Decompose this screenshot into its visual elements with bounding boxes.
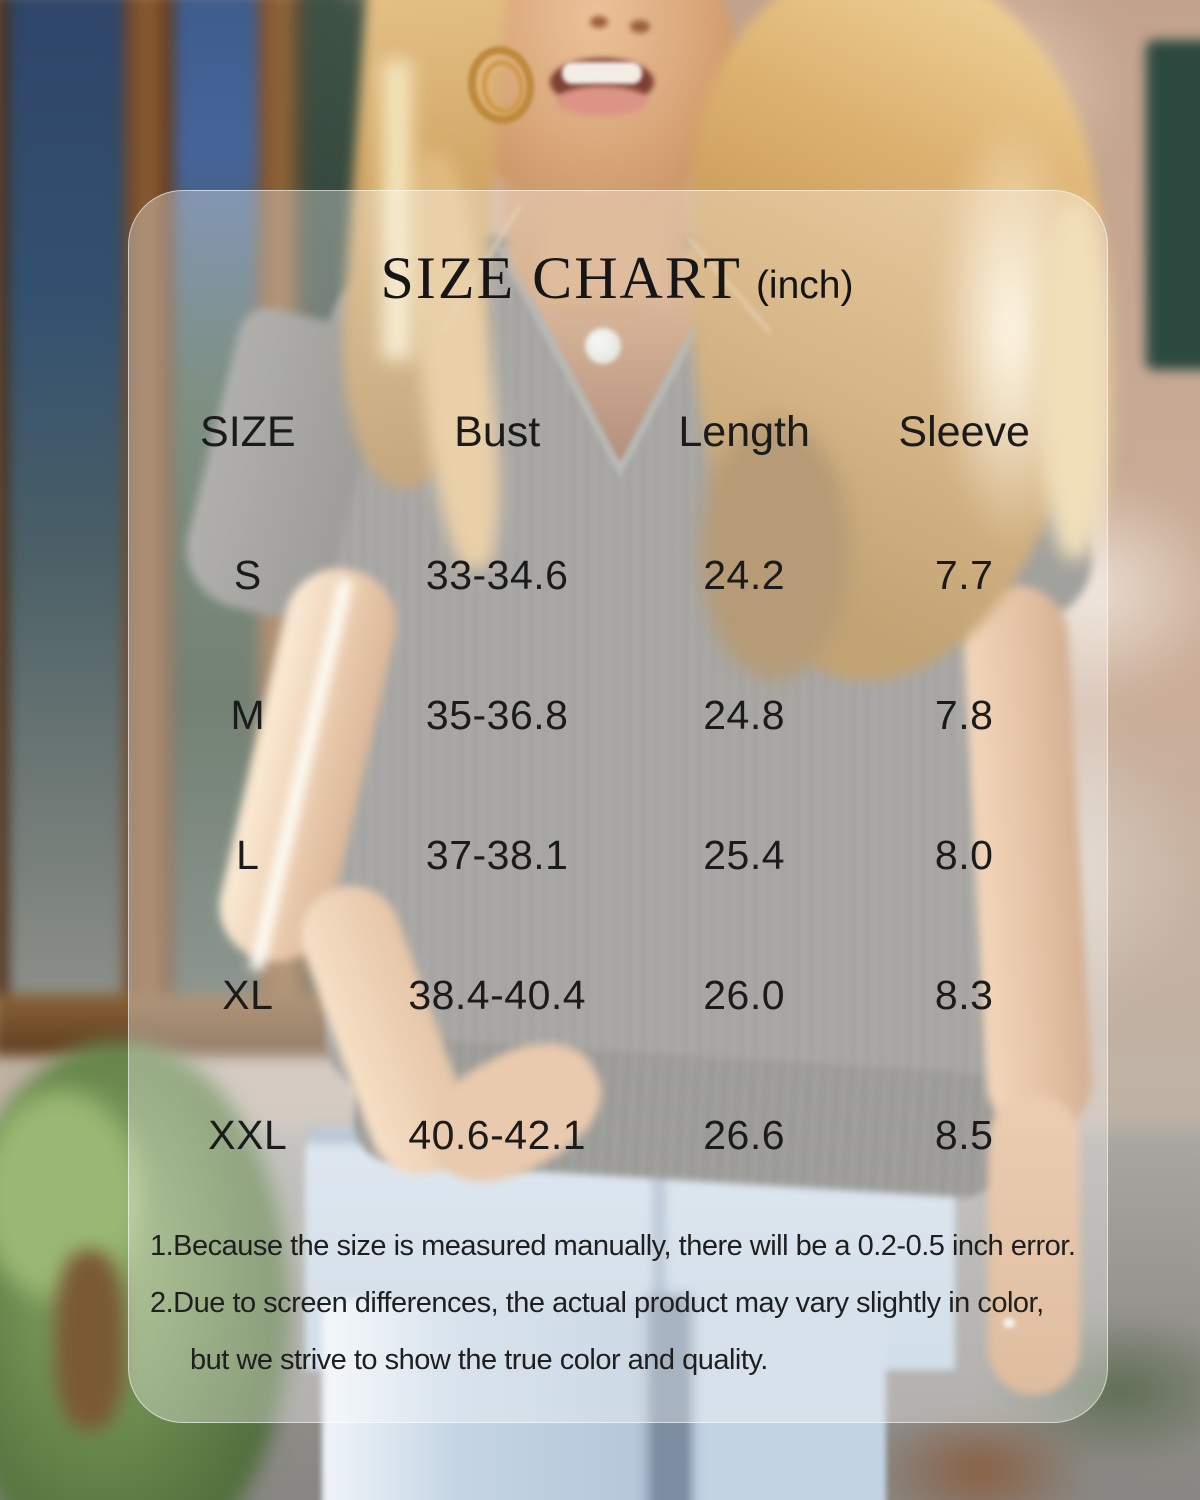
sleeve-cell: 7.7 — [934, 551, 994, 598]
nose-shadow — [590, 16, 608, 28]
length-cell: 25.4 — [703, 831, 786, 878]
size-cell: XL — [222, 971, 274, 1018]
lower-lip — [556, 86, 648, 116]
sleeve-cell: 8.5 — [934, 1111, 994, 1158]
bust-cell: 37-38.1 — [425, 831, 569, 878]
table-row-xxl: XXL 40.6-42.1 26.6 8.5 — [128, 1105, 1106, 1165]
table-row-xl: XL 38.4-40.4 26.0 8.3 — [128, 965, 1106, 1025]
column-header-length: Length — [678, 407, 810, 456]
table-row-m: M 35-36.8 24.8 7.8 — [128, 685, 1106, 745]
table-header-row: SIZE Bust Length Sleeve — [128, 402, 1106, 462]
length-cell: 24.8 — [703, 691, 786, 738]
window-pane-sky — [8, 0, 124, 1004]
size-chart-title: SIZE CHART — [380, 245, 742, 311]
size-chart-title-row: SIZE CHART (inch) — [128, 248, 1106, 308]
bust-cell: 35-36.8 — [425, 691, 569, 738]
table-row-l: L 37-38.1 25.4 8.0 — [128, 825, 1106, 885]
length-cell: 26.6 — [703, 1111, 786, 1158]
bust-cell: 33-34.6 — [425, 551, 569, 598]
measurement-notes: 1.Because the size is measured manually,… — [150, 1218, 1106, 1389]
sleeve-cell: 8.0 — [934, 831, 994, 878]
bust-cell: 40.6-42.1 — [408, 1111, 587, 1158]
bust-cell: 38.4-40.4 — [408, 971, 587, 1018]
column-header-bust: Bust — [454, 407, 541, 456]
sleeve-cell: 7.8 — [934, 691, 994, 738]
size-cell: L — [236, 831, 260, 878]
length-cell: 26.0 — [703, 971, 786, 1018]
nose-shadow — [630, 20, 650, 33]
window-left-edge — [0, 0, 8, 1004]
note-line-2: 2.Due to screen differences, the actual … — [150, 1287, 1044, 1319]
size-chart-unit-label: (inch) — [755, 264, 854, 307]
size-cell: XXL — [208, 1111, 288, 1158]
size-cell: M — [230, 691, 266, 738]
column-header-sleeve: Sleeve — [898, 407, 1030, 456]
length-cell: 24.2 — [703, 551, 786, 598]
size-cell: S — [233, 551, 262, 598]
column-header-size: SIZE — [200, 407, 296, 456]
teal-shutter — [1146, 40, 1200, 370]
size-chart-panel — [128, 190, 1108, 1423]
note-line-3: but we strive to show the true color and… — [190, 1344, 768, 1376]
table-row-s: S 33-34.6 24.2 7.7 — [128, 545, 1106, 605]
note-line-1: 1.Because the size is measured manually,… — [150, 1230, 1076, 1262]
bush-branch — [55, 1250, 125, 1430]
teeth — [562, 62, 642, 84]
sleeve-cell: 8.3 — [934, 971, 994, 1018]
